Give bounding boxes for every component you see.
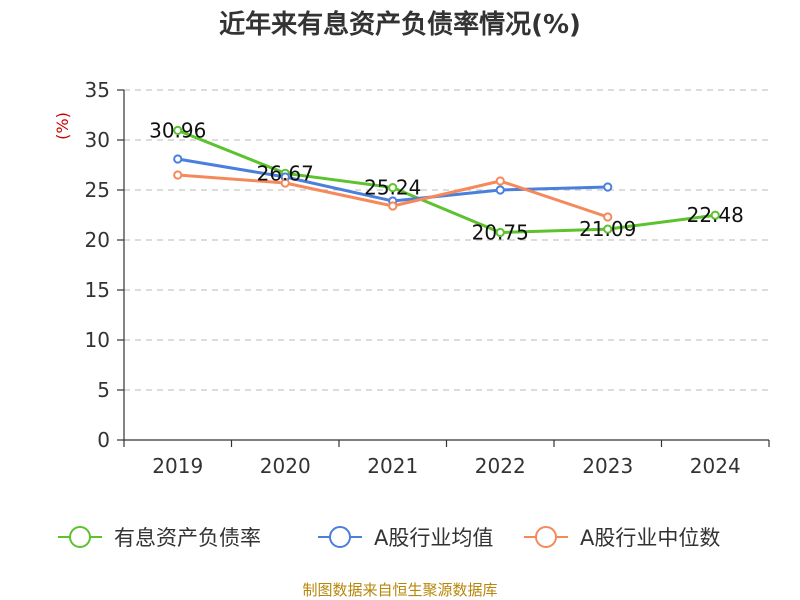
data-label: 25.24	[364, 176, 421, 200]
legend[interactable]: 有息资产负债率 A股行业均值 A股行业中位数	[58, 526, 720, 550]
data-labels: 30.96 26.67 25.24 20.75 21.09 22.48	[149, 118, 744, 244]
y-tick-label: 0	[97, 428, 110, 452]
axes	[117, 89, 770, 447]
legend-marker-icon	[535, 526, 557, 548]
legend-item-2[interactable]: A股行业均值	[318, 526, 493, 550]
series-group	[173, 125, 720, 238]
x-tick-label: 2024	[690, 454, 741, 478]
x-tick-label: 2020	[260, 454, 311, 478]
y-tick-label: 15	[85, 278, 110, 302]
legend-marker-icon	[69, 526, 91, 548]
data-label: 21.09	[579, 217, 636, 241]
data-point	[495, 185, 505, 195]
x-tick-label: 2022	[475, 454, 526, 478]
data-point	[603, 212, 613, 222]
y-axis-unit: (%)	[53, 112, 72, 140]
y-tick-label: 5	[97, 378, 110, 402]
legend-marker-icon	[329, 526, 351, 548]
data-point	[603, 224, 613, 234]
gridlines	[124, 89, 769, 391]
legend-label: A股行业均值	[374, 526, 493, 550]
x-tick-label: 2023	[582, 454, 633, 478]
data-point	[710, 210, 720, 220]
data-label: 30.96	[149, 118, 206, 142]
tick-labels: 0 5 10 15 20 25 30 35 2019 2020 2021 2022 2023 2024	[85, 78, 741, 478]
data-point	[495, 227, 505, 238]
data-point	[280, 178, 290, 188]
y-tick-label: 10	[85, 328, 110, 352]
chart-title: 近年来有息资产负债率情况(%)	[219, 9, 581, 40]
legend-label: 有息资产负债率	[114, 526, 261, 550]
legend-item-1[interactable]: 有息资产负债率	[58, 526, 261, 550]
data-label: 26.67	[257, 161, 314, 185]
data-point	[495, 176, 505, 186]
data-point	[388, 183, 398, 193]
legend-item-3[interactable]: A股行业中位数	[524, 526, 720, 550]
data-point	[603, 182, 613, 192]
legend-label: A股行业中位数	[580, 526, 720, 550]
y-tick-label: 30	[85, 128, 110, 152]
series-line-1	[177, 129, 716, 234]
x-tick-label: 2019	[152, 454, 203, 478]
y-tick-label: 20	[85, 228, 110, 252]
y-tick-label: 25	[85, 178, 110, 202]
x-tick-label: 2021	[367, 454, 418, 478]
data-point	[173, 125, 183, 135]
data-label: 22.48	[687, 203, 744, 227]
y-tick-label: 35	[85, 78, 110, 102]
source-note: 制图数据来自恒生聚源数据库	[302, 581, 497, 599]
data-point	[173, 154, 183, 164]
data-label: 20.75	[472, 221, 529, 245]
data-point	[173, 170, 183, 180]
data-point	[388, 201, 398, 211]
